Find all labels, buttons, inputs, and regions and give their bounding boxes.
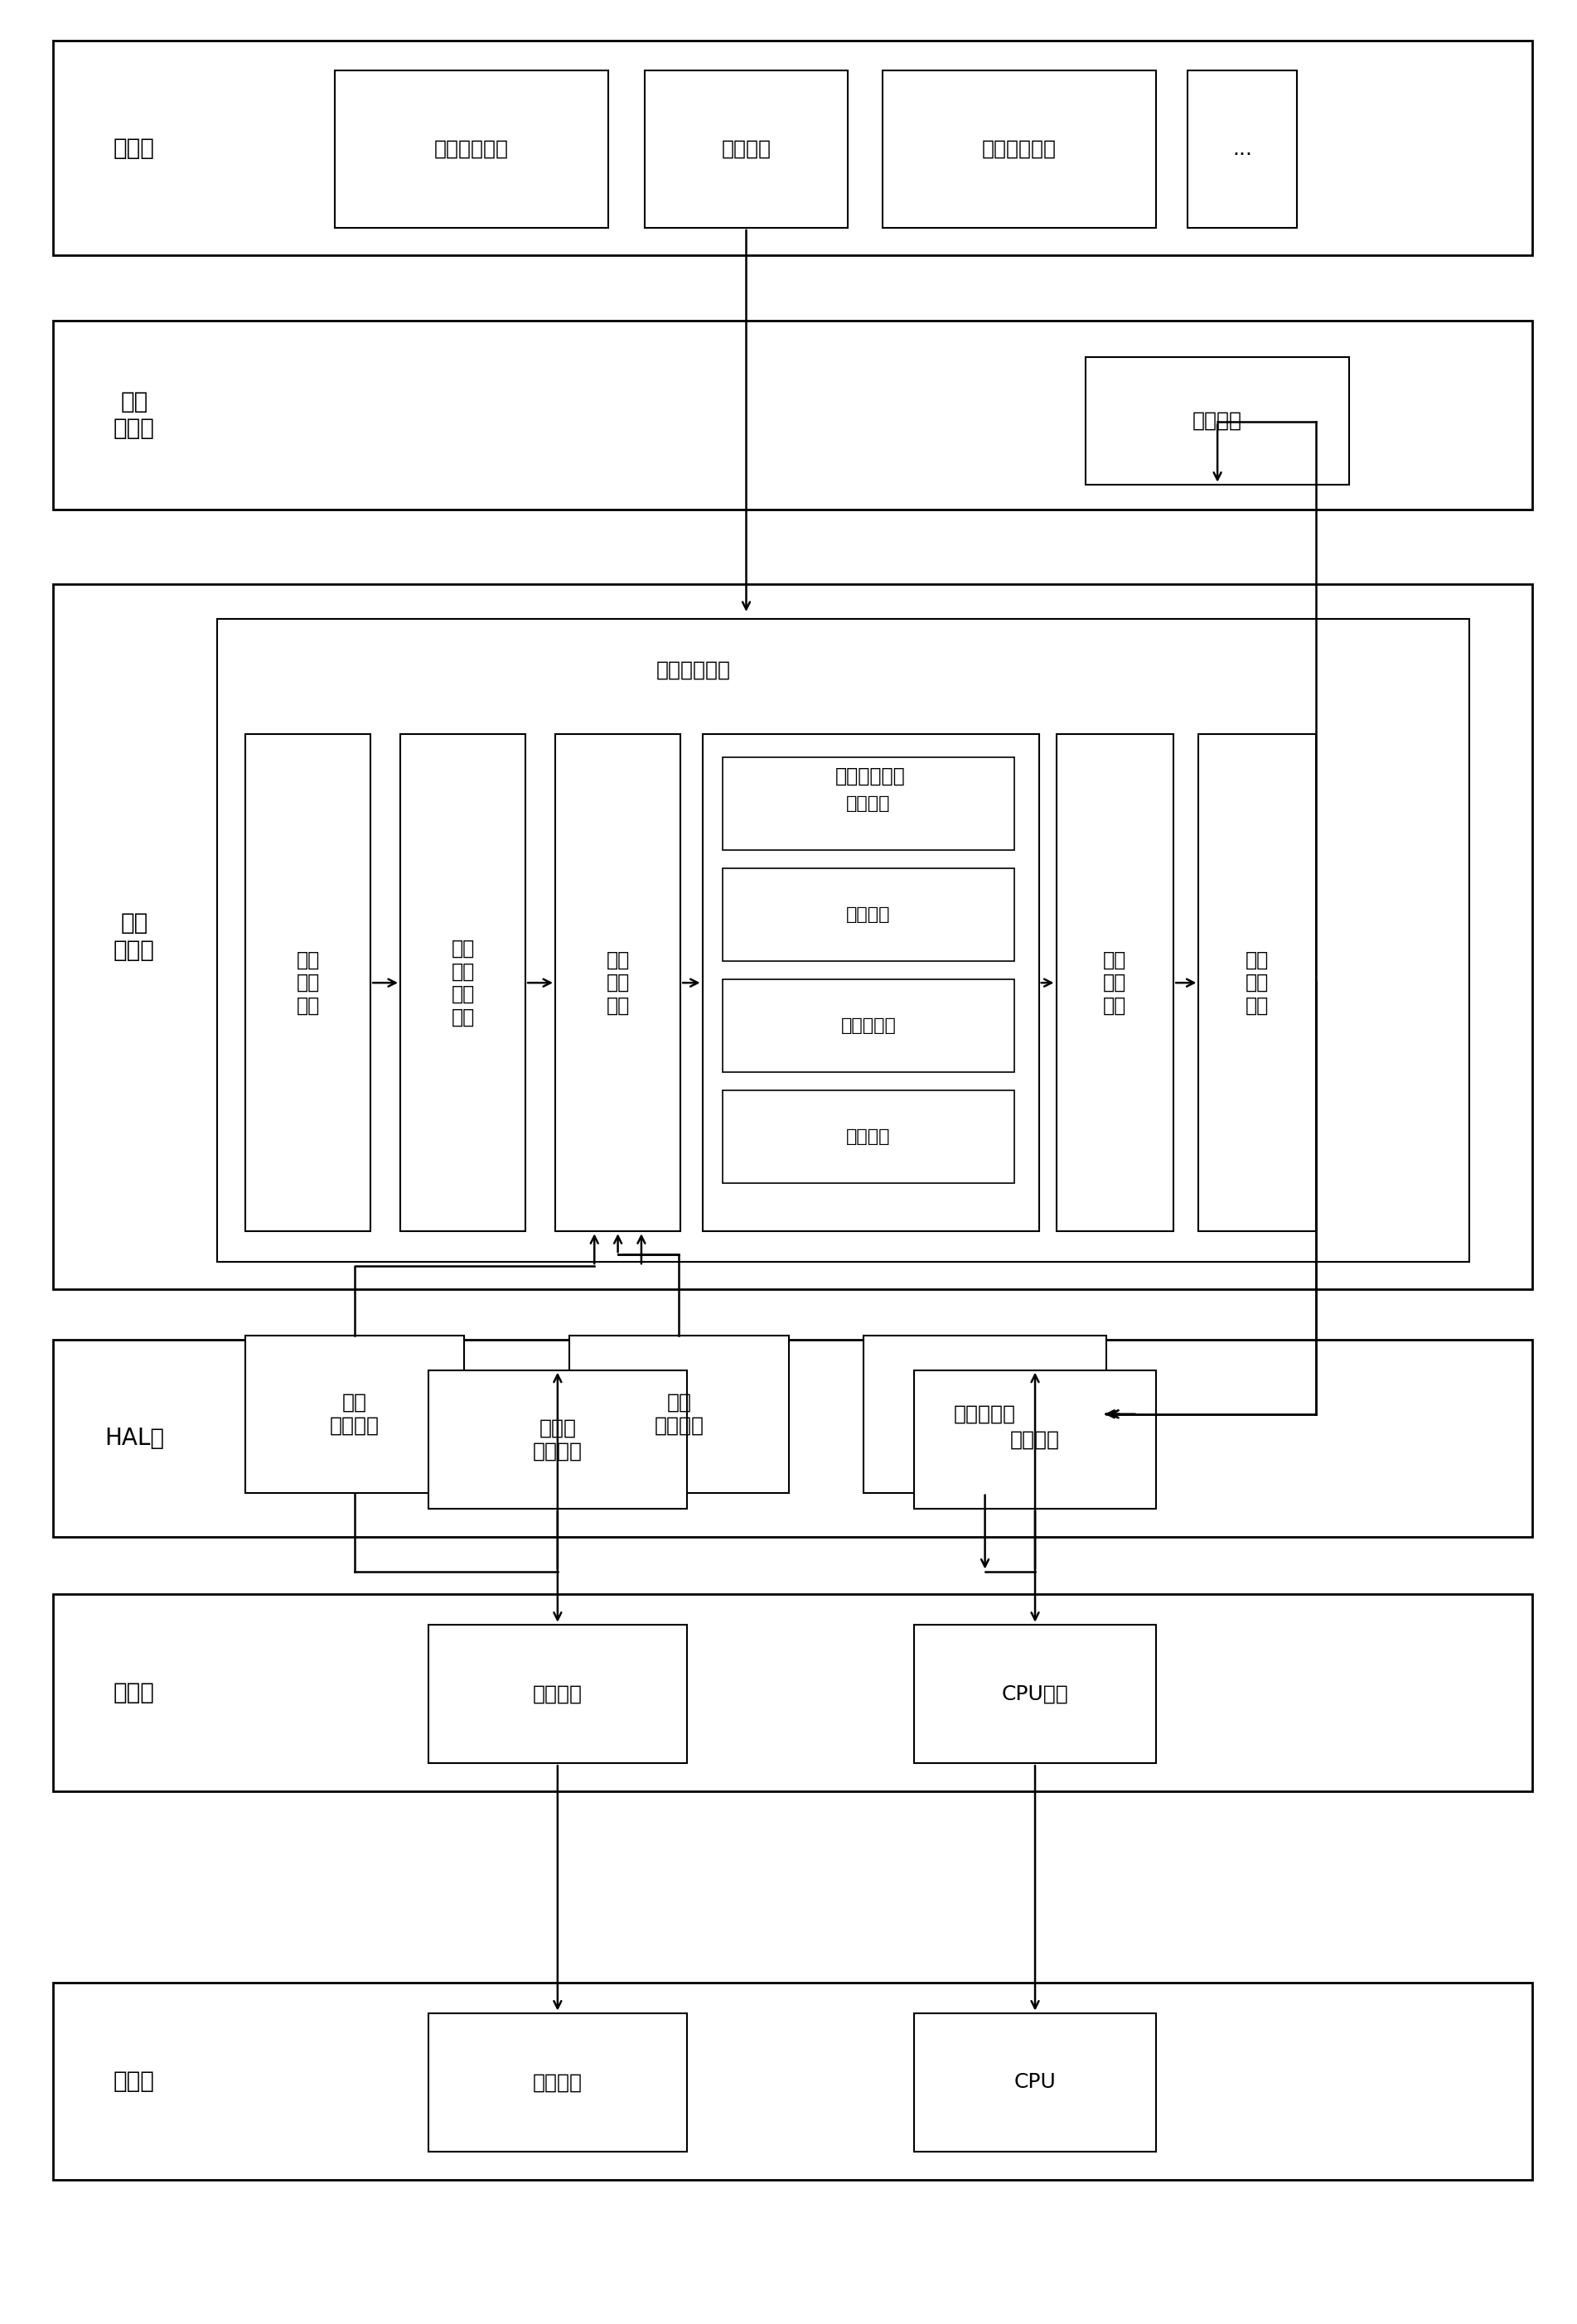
Text: 温度
获取模块: 温度 获取模块: [330, 1392, 380, 1436]
Text: 本地
服务层: 本地 服务层: [114, 911, 155, 962]
Bar: [722, 758, 1014, 851]
Bar: [555, 734, 681, 1232]
Text: 帧率
调整
模块: 帧率 调整 模块: [1246, 951, 1269, 1016]
Bar: [722, 978, 1014, 1071]
Bar: [913, 1624, 1156, 1764]
Bar: [334, 70, 609, 228]
Bar: [1199, 734, 1317, 1232]
Text: 硬件层: 硬件层: [114, 2071, 155, 2094]
Bar: [429, 1371, 686, 1508]
Text: 显示屏幕: 显示屏幕: [533, 2073, 582, 2092]
Bar: [401, 734, 525, 1232]
Text: 内核层: 内核层: [114, 1680, 155, 1703]
Text: 设备负载: 设备负载: [847, 1127, 891, 1146]
Text: 刷新率
调整接口: 刷新率 调整接口: [533, 1418, 582, 1462]
Text: HAL层: HAL层: [104, 1427, 164, 1450]
Bar: [429, 1624, 686, 1764]
Bar: [1187, 70, 1298, 228]
Text: 应用
框架层: 应用 框架层: [114, 390, 155, 439]
Text: 系统
状态
识别
模块: 系统 状态 识别 模块: [451, 939, 475, 1027]
Bar: [52, 1594, 1533, 1792]
Bar: [1087, 358, 1348, 483]
Text: 流畅度异常: 流畅度异常: [841, 1018, 896, 1034]
Text: 配置
解析
模块: 配置 解析 模块: [296, 951, 320, 1016]
Bar: [702, 734, 1039, 1232]
Bar: [429, 2013, 686, 2152]
Text: CPU驱动: CPU驱动: [1001, 1685, 1069, 1703]
Bar: [722, 869, 1014, 960]
Text: 负载
获取模块: 负载 获取模块: [654, 1392, 703, 1436]
Bar: [864, 1336, 1107, 1492]
Text: 场景识别模块: 场景识别模块: [836, 767, 905, 786]
Text: CPU: CPU: [1014, 2073, 1057, 2092]
Bar: [52, 1341, 1533, 1536]
Bar: [52, 321, 1533, 509]
Bar: [645, 70, 848, 228]
Text: 帧率平滑模块: 帧率平滑模块: [656, 660, 730, 681]
Text: 温度预警: 温度预警: [847, 795, 891, 811]
Text: 表面投递者: 表面投递者: [954, 1404, 1016, 1425]
Text: 视频播放应用: 视频播放应用: [434, 139, 509, 158]
Bar: [913, 1371, 1156, 1508]
Text: 游戏应用: 游戏应用: [721, 139, 771, 158]
Text: 显示驱动: 显示驱动: [533, 1685, 582, 1703]
Bar: [883, 70, 1156, 228]
Text: 视图系统: 视图系统: [1192, 411, 1243, 430]
Bar: [246, 1336, 465, 1492]
Bar: [569, 1336, 788, 1492]
Text: 温升速度: 温升速度: [847, 906, 891, 923]
Bar: [246, 734, 371, 1232]
Text: ...: ...: [1233, 139, 1252, 158]
Bar: [1057, 734, 1173, 1232]
Bar: [218, 618, 1470, 1262]
Text: 帧率
计算
模块: 帧率 计算 模块: [1104, 951, 1126, 1016]
Bar: [722, 1090, 1014, 1183]
Text: 数据
监听
模块: 数据 监听 模块: [606, 951, 629, 1016]
Bar: [52, 40, 1533, 256]
Text: 调度模块: 调度模块: [1011, 1429, 1060, 1450]
Bar: [913, 2013, 1156, 2152]
Bar: [52, 1982, 1533, 2180]
Bar: [52, 583, 1533, 1290]
Text: 视频通话应用: 视频通话应用: [982, 139, 1057, 158]
Text: 应用层: 应用层: [114, 137, 155, 160]
